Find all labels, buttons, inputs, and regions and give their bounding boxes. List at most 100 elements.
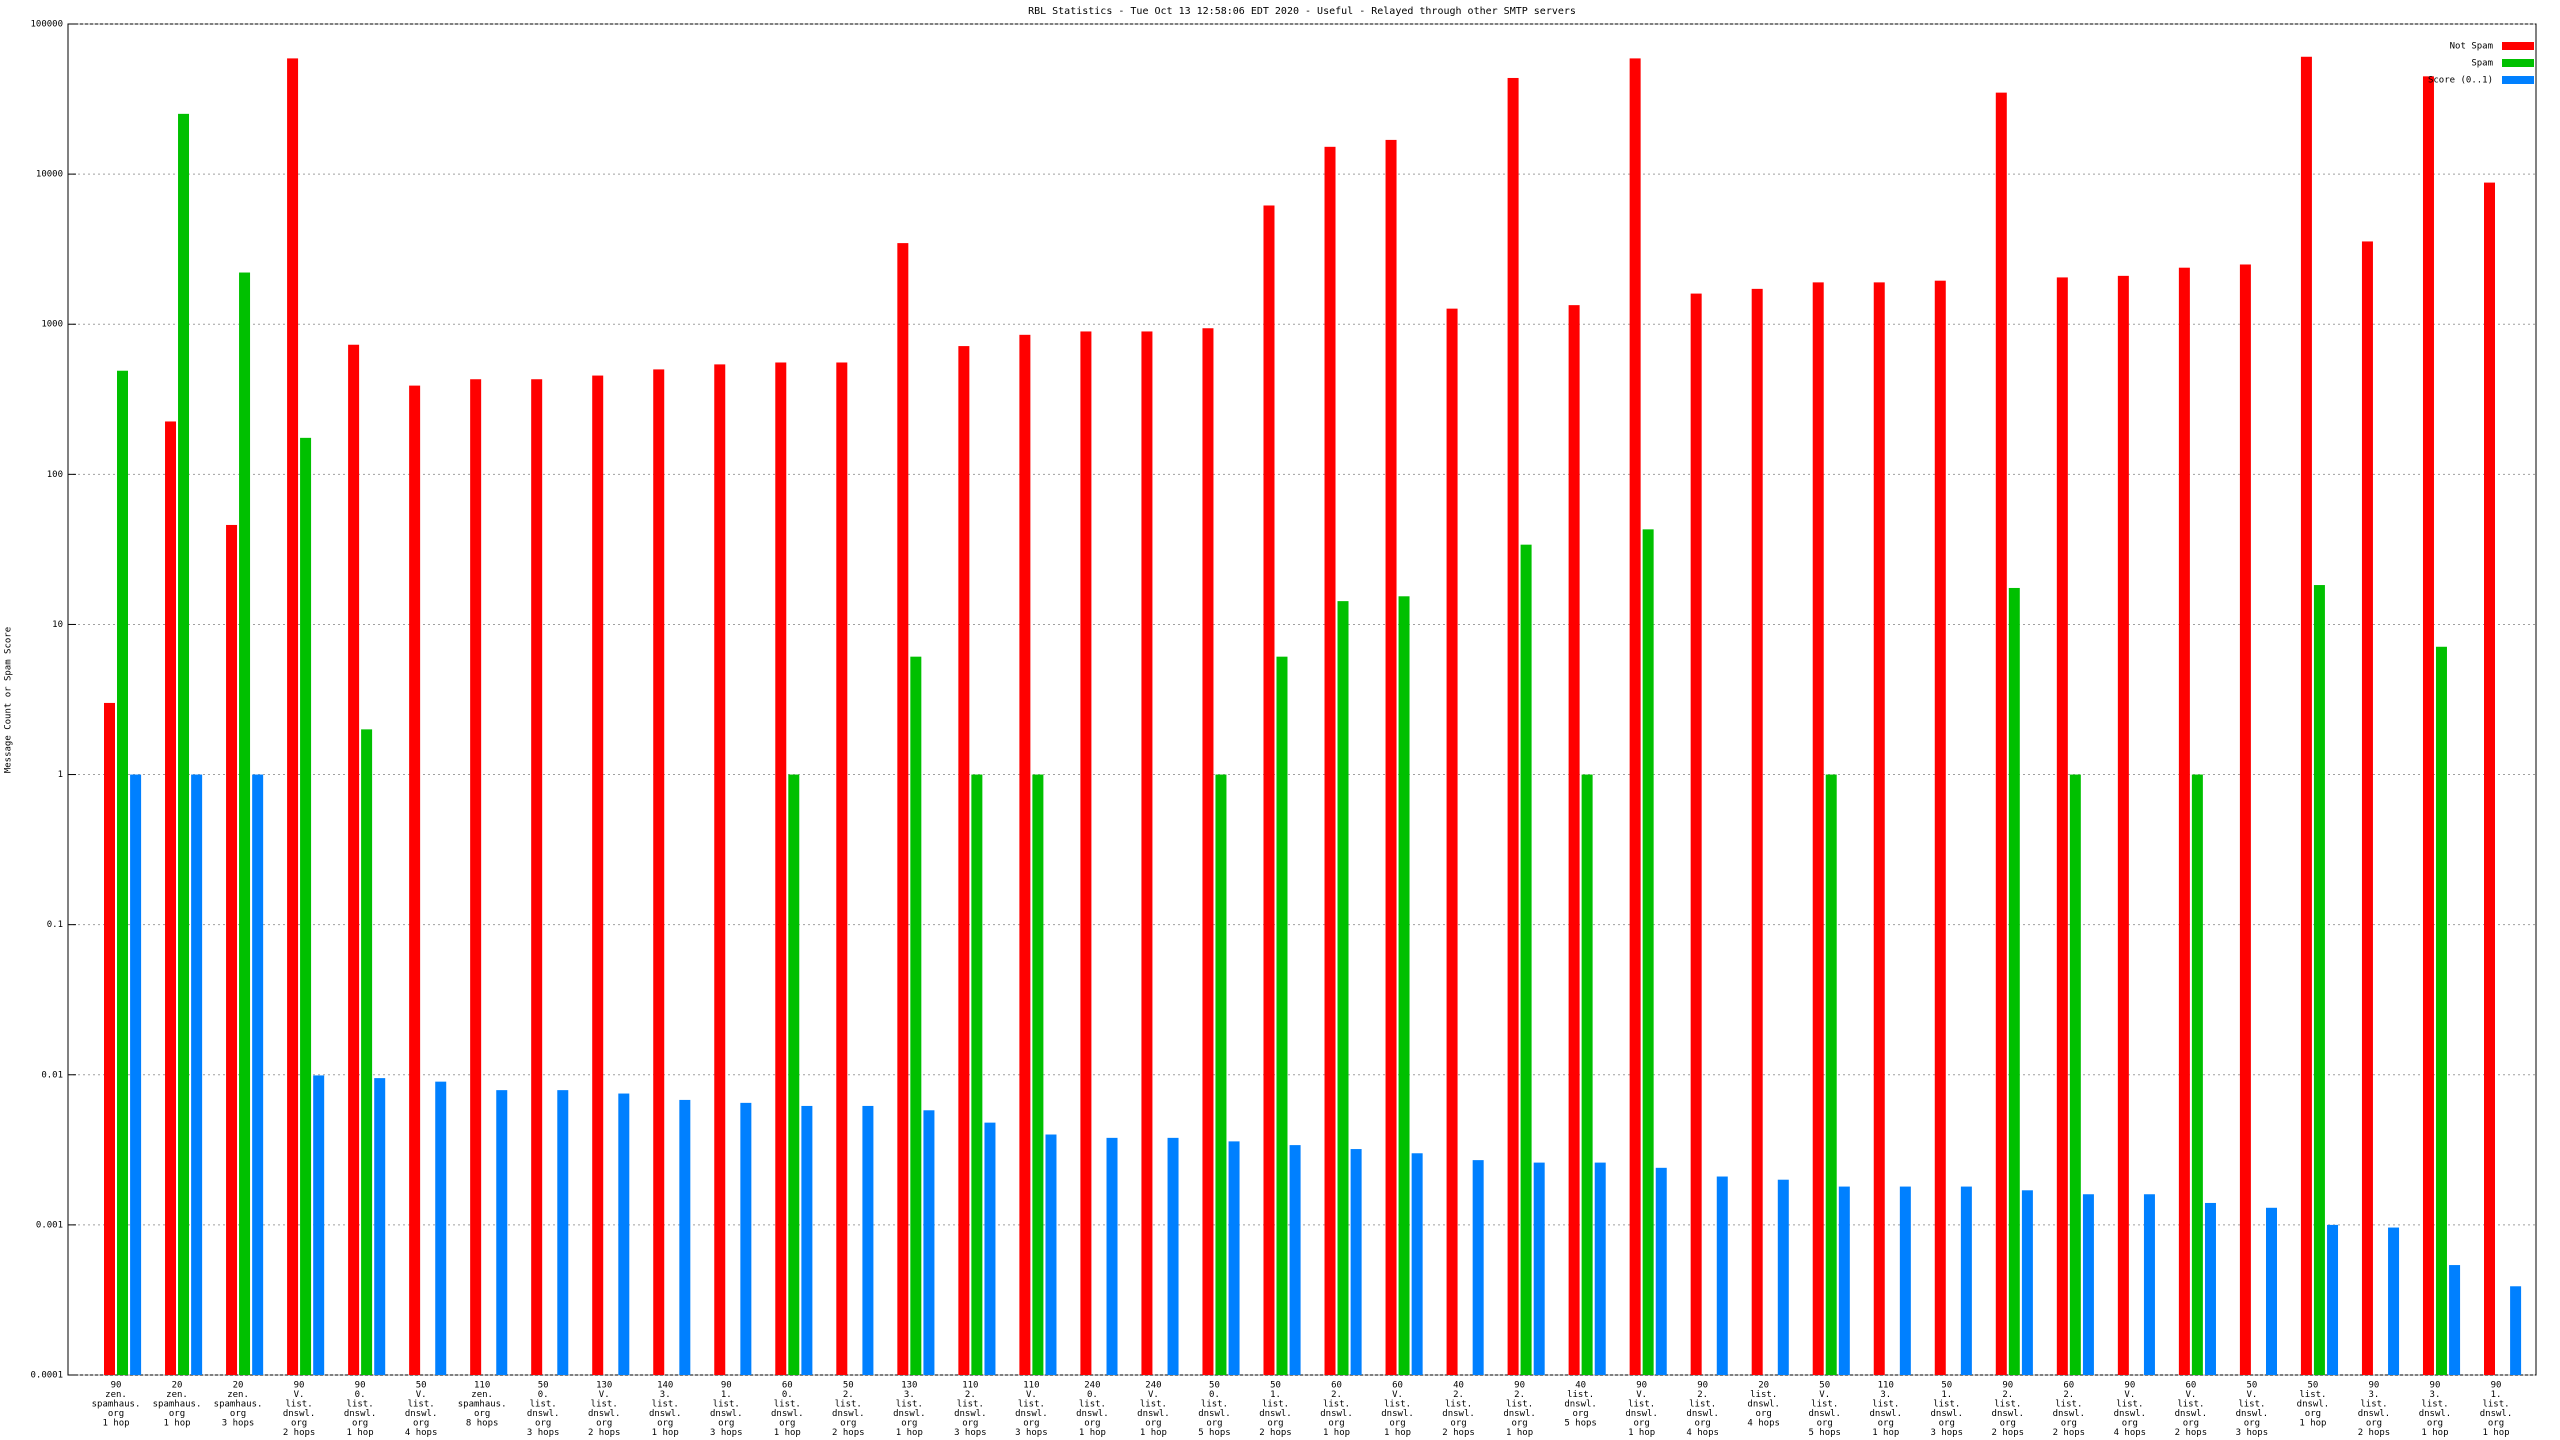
bar bbox=[191, 774, 203, 1375]
x-tick-label: org bbox=[962, 1419, 978, 1429]
x-tick-label: org bbox=[1634, 1419, 1650, 1429]
x-tick-label: dnswl. bbox=[832, 1409, 865, 1419]
bar bbox=[348, 344, 360, 1375]
x-tick-label: org bbox=[2122, 1419, 2138, 1429]
x-tick-label: 2 hops bbox=[2175, 1428, 2208, 1438]
x-tick-label: dnswl. bbox=[954, 1409, 987, 1419]
x-tick-label: 50 bbox=[2246, 1381, 2257, 1391]
x-tick-label: dnswl. bbox=[344, 1409, 377, 1419]
x-tick-label: 0. bbox=[1209, 1390, 1220, 1400]
x-tick-label: list. bbox=[1140, 1400, 1167, 1410]
bar bbox=[1141, 331, 1153, 1376]
x-tick-label: org bbox=[413, 1419, 429, 1429]
bar bbox=[2300, 56, 2312, 1375]
x-tick-label: 4 hops bbox=[1686, 1428, 1719, 1438]
x-tick-label: list. bbox=[2177, 1400, 2204, 1410]
x-tick-label: list. bbox=[2360, 1400, 2387, 1410]
x-tick-label: list. bbox=[1323, 1400, 1350, 1410]
x-tick-label: 90 bbox=[2369, 1381, 2380, 1391]
x-tick-label: 4 hops bbox=[405, 1428, 438, 1438]
legend-swatch bbox=[2502, 42, 2534, 50]
bar bbox=[592, 375, 604, 1376]
x-tick-label: 1. bbox=[1270, 1390, 1281, 1400]
bar bbox=[531, 379, 543, 1375]
bar bbox=[300, 437, 312, 1376]
bar bbox=[2082, 1194, 2094, 1375]
x-tick-label: V. bbox=[2246, 1390, 2257, 1400]
bar bbox=[862, 1105, 874, 1375]
x-tick-label: 5 hops bbox=[1198, 1428, 1231, 1438]
bar bbox=[1276, 656, 1288, 1375]
x-tick-label: org bbox=[1450, 1419, 1466, 1429]
bar bbox=[897, 243, 909, 1375]
x-tick-label: dnswl. bbox=[1808, 1409, 1841, 1419]
x-tick-label: V. bbox=[1148, 1390, 1159, 1400]
x-tick-label: org bbox=[2366, 1419, 2382, 1429]
bar bbox=[1934, 280, 1946, 1375]
x-tick-label: 2 hops bbox=[832, 1428, 865, 1438]
x-tick-label: 110 bbox=[962, 1381, 978, 1391]
x-tick-label: list. bbox=[1384, 1400, 1411, 1410]
bar bbox=[2435, 646, 2447, 1375]
legend-swatch bbox=[2502, 59, 2534, 67]
x-tick-label: V. bbox=[1819, 1390, 1830, 1400]
x-tick-label: dnswl. bbox=[1442, 1409, 1475, 1419]
bar bbox=[2191, 774, 2203, 1375]
x-tick-label: 2 hops bbox=[2053, 1428, 2086, 1438]
x-tick-label: org bbox=[1084, 1419, 1100, 1429]
x-tick-label: org bbox=[718, 1419, 734, 1429]
bar bbox=[923, 1110, 935, 1375]
x-tick-label: 110 bbox=[1878, 1381, 1894, 1391]
bar bbox=[1777, 1179, 1789, 1375]
x-tick-label: list. bbox=[713, 1400, 740, 1410]
x-tick-label: dnswl. bbox=[1869, 1409, 1902, 1419]
x-tick-label: dnswl. bbox=[710, 1409, 743, 1419]
x-tick-label: V. bbox=[294, 1390, 305, 1400]
y-tick-label: 0.001 bbox=[36, 1220, 63, 1230]
bar bbox=[2204, 1202, 2216, 1375]
x-tick-label: org bbox=[474, 1409, 490, 1419]
x-tick-label: 1. bbox=[2491, 1390, 2502, 1400]
x-tick-label: 50 bbox=[416, 1381, 427, 1391]
x-tick-label: dnswl. bbox=[2114, 1409, 2147, 1419]
x-tick-label: org bbox=[291, 1419, 307, 1429]
x-tick-label: 50 bbox=[843, 1381, 854, 1391]
x-tick-label: 2. bbox=[2002, 1390, 2013, 1400]
x-tick-label: 2. bbox=[1514, 1390, 1525, 1400]
bar bbox=[165, 421, 177, 1376]
bar bbox=[1520, 544, 1532, 1375]
x-tick-label: 1 hop bbox=[2299, 1419, 2326, 1429]
bar bbox=[226, 524, 238, 1375]
bar bbox=[2069, 774, 2081, 1375]
bar bbox=[2008, 587, 2020, 1375]
x-tick-label: org bbox=[230, 1409, 246, 1419]
bar bbox=[1825, 774, 1837, 1375]
x-tick-label: list. bbox=[652, 1400, 679, 1410]
y-tick-label: 0.1 bbox=[47, 920, 63, 930]
bar bbox=[910, 656, 922, 1375]
x-tick-label: 5 hops bbox=[1808, 1428, 1841, 1438]
legend-swatch bbox=[2502, 76, 2534, 84]
bar bbox=[740, 1102, 752, 1375]
x-tick-label: org bbox=[1878, 1419, 1894, 1429]
bar bbox=[1629, 58, 1641, 1375]
x-tick-label: 50 bbox=[1270, 1381, 1281, 1391]
x-tick-label: dnswl. bbox=[283, 1409, 316, 1419]
x-tick-label: 20 bbox=[233, 1381, 244, 1391]
x-tick-label: 1 hop bbox=[1506, 1428, 1533, 1438]
x-tick-label: 3. bbox=[660, 1390, 671, 1400]
bar bbox=[2117, 275, 2129, 1375]
bar bbox=[1045, 1134, 1057, 1375]
x-tick-label: org bbox=[1267, 1419, 1283, 1429]
bar bbox=[1899, 1186, 1911, 1375]
x-tick-label: org bbox=[657, 1419, 673, 1429]
x-tick-label: dnswl. bbox=[1076, 1409, 1109, 1419]
x-tick-label: list. bbox=[1872, 1400, 1899, 1410]
x-tick-label: V. bbox=[1636, 1390, 1647, 1400]
legend-label: Not Spam bbox=[2450, 42, 2493, 52]
bar bbox=[2422, 76, 2434, 1375]
x-tick-label: list. bbox=[1445, 1400, 1472, 1410]
legend-label: Spam bbox=[2471, 59, 2493, 69]
x-tick-label: 40 bbox=[1453, 1381, 1464, 1391]
bar bbox=[130, 774, 142, 1375]
